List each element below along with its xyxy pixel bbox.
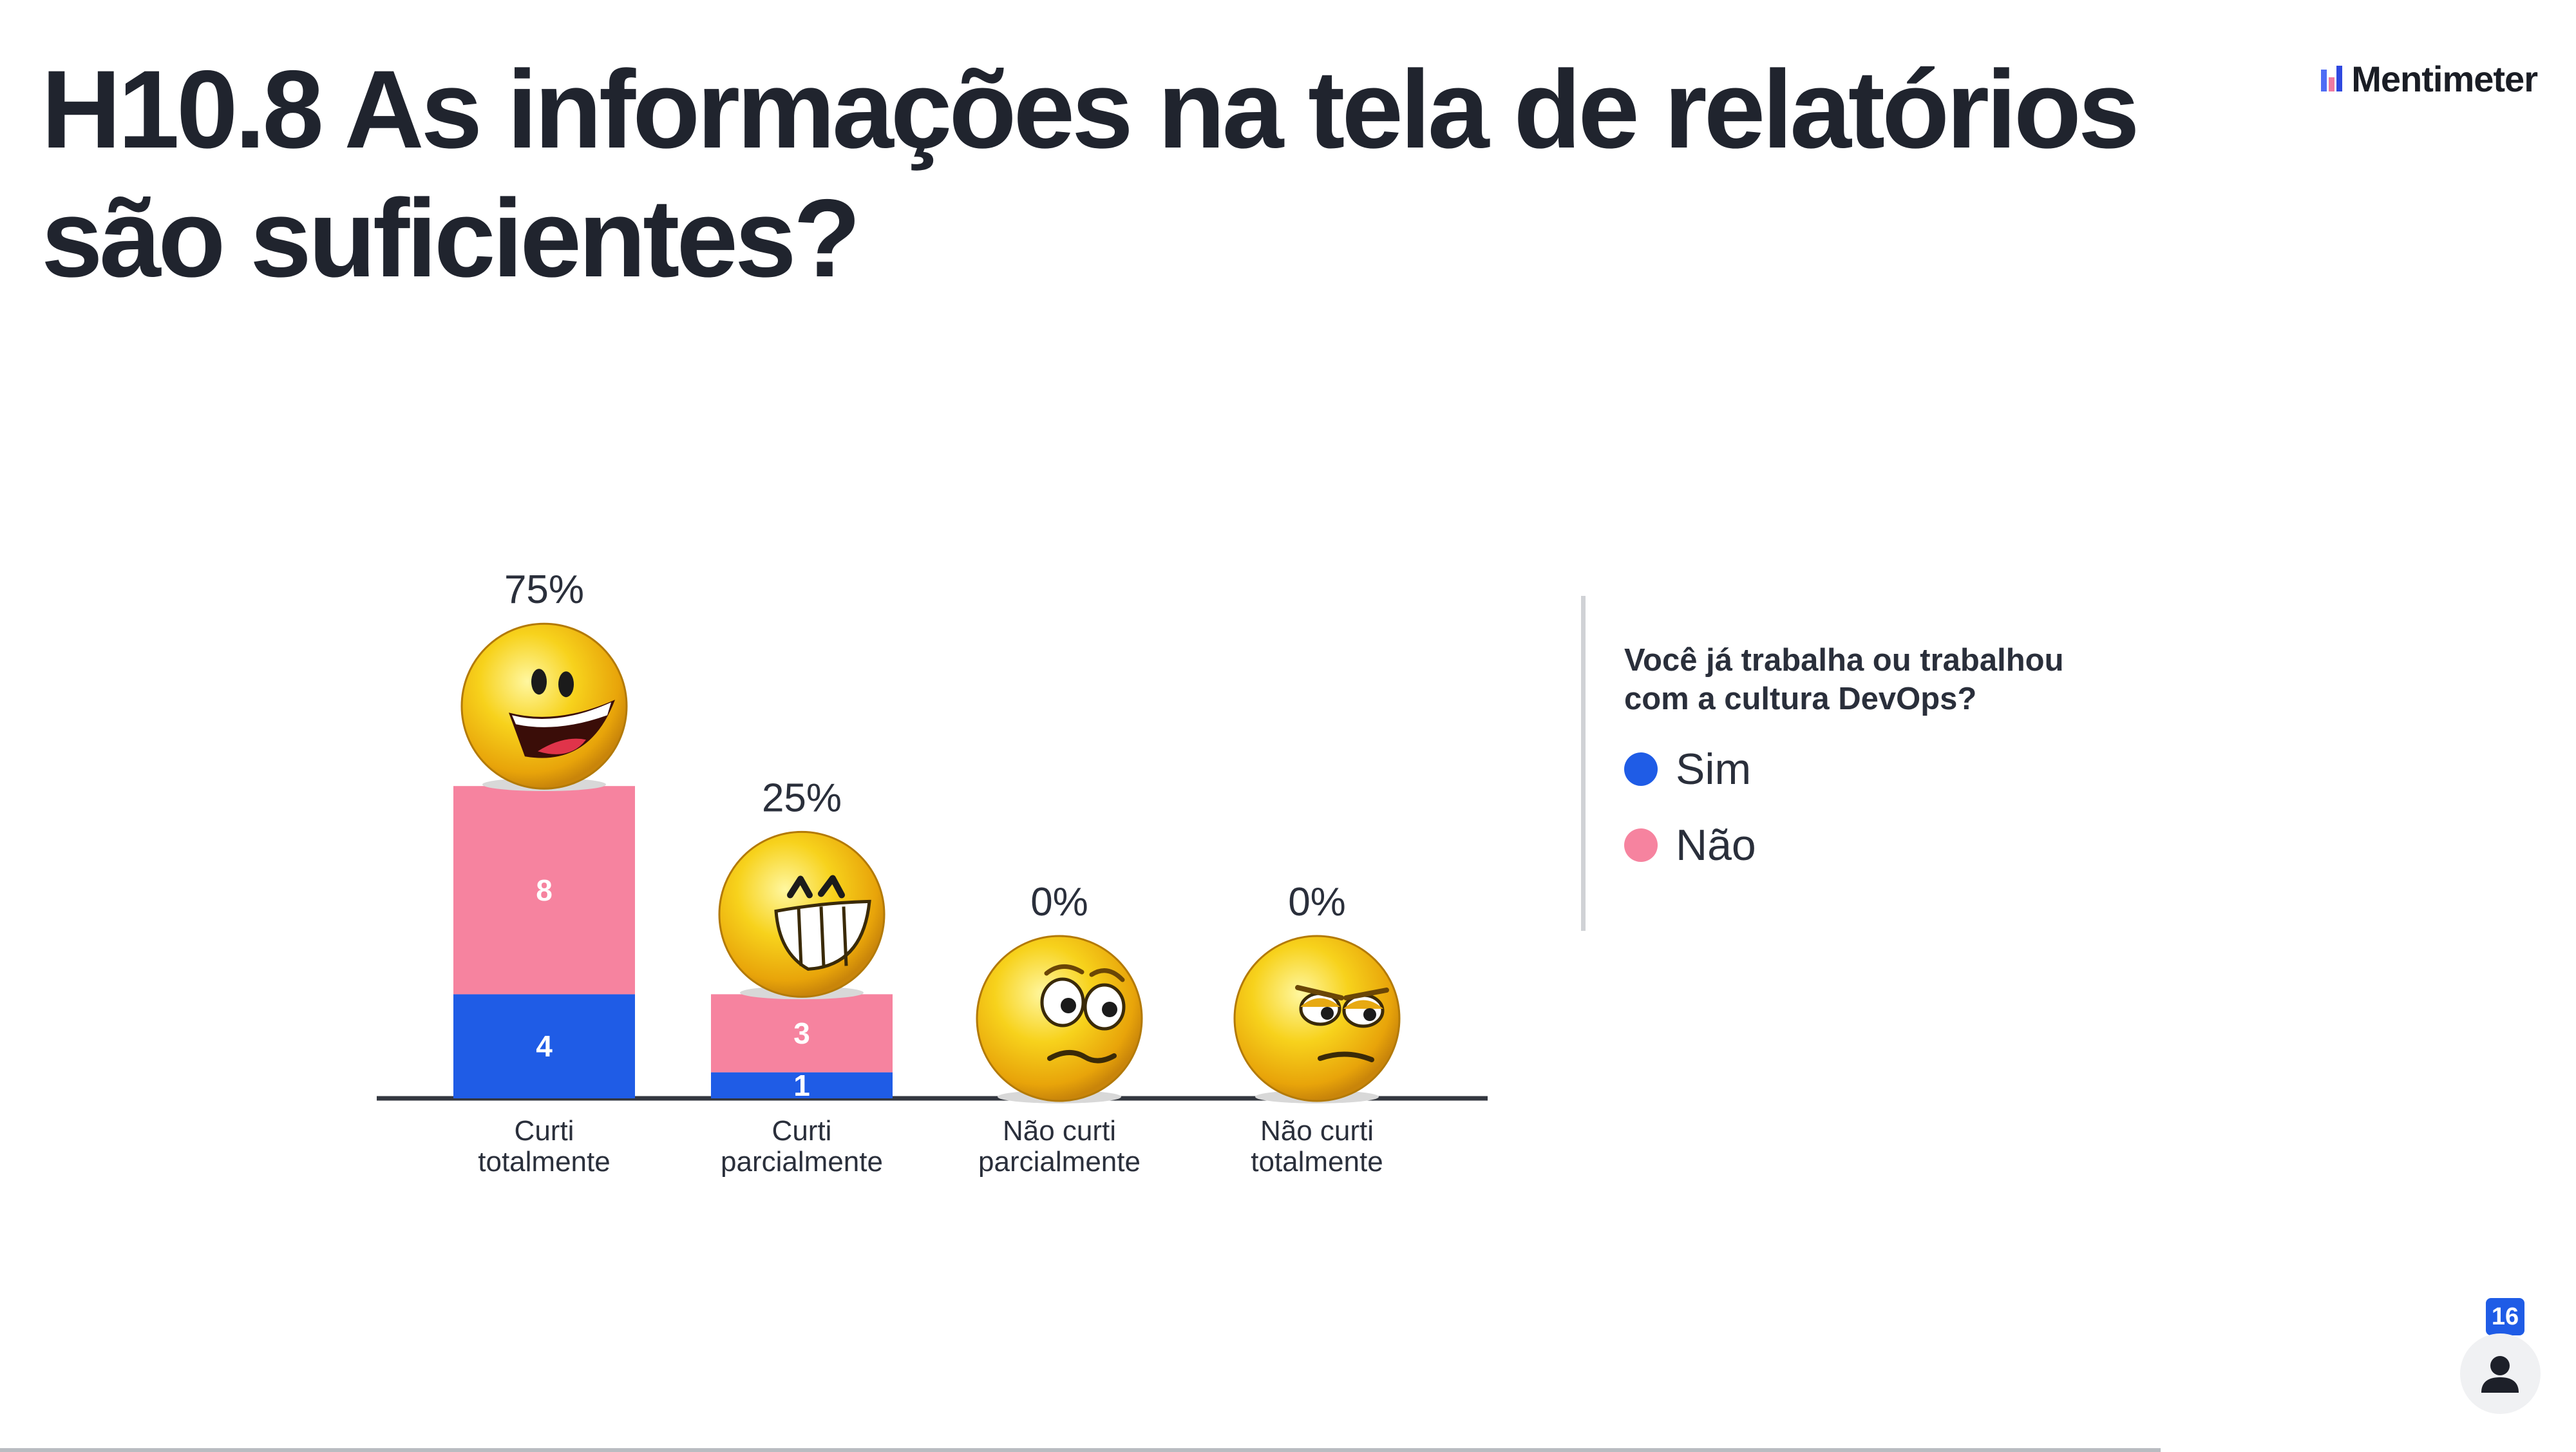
- legend-label-sim: Sim: [1676, 745, 1752, 794]
- percent-label: 0%: [1288, 880, 1346, 924]
- mentimeter-logo-icon: [2321, 66, 2343, 91]
- mentimeter-logo: Mentimeter: [2321, 58, 2538, 99]
- category-label: parcialmente: [721, 1146, 883, 1178]
- percent-label: 0%: [1030, 880, 1088, 924]
- bar-sim-1: [711, 1072, 893, 1098]
- legend-dot-nao: [1624, 828, 1658, 862]
- progress-line: [0, 1448, 2161, 1452]
- bar-value-label: 4: [536, 1029, 553, 1063]
- percent-label: 75%: [504, 568, 584, 612]
- bar-value-label: 8: [536, 874, 553, 907]
- slide-title: H10.8 As informações na tela de relatóri…: [41, 48, 2140, 300]
- legend-item-nao: Não: [1624, 820, 2114, 870]
- legend-label-nao: Não: [1676, 821, 1756, 870]
- category-label: totalmente: [478, 1146, 610, 1178]
- person-icon: [2481, 1356, 2519, 1393]
- legend-item-sim: Sim: [1624, 744, 2114, 794]
- percent-label: 25%: [762, 776, 842, 820]
- bar-value-label: 3: [793, 1017, 810, 1050]
- bar-nao-0: [453, 786, 635, 995]
- participants-button[interactable]: [2460, 1333, 2541, 1414]
- participant-counter[interactable]: 16: [2460, 1298, 2547, 1414]
- category-label: totalmente: [1251, 1146, 1383, 1178]
- category-label: Curti: [772, 1115, 832, 1147]
- bar-nao-1: [711, 994, 893, 1073]
- emoji-worried-icon: [976, 935, 1143, 1103]
- participant-count-badge: 16: [2486, 1298, 2524, 1335]
- emoji-grinning-icon: [718, 830, 886, 1000]
- bar-value-label: 1: [793, 1069, 810, 1102]
- category-label: Curti: [515, 1115, 574, 1147]
- brand-name: Mentimeter: [2351, 58, 2538, 99]
- category-label: parcialmente: [978, 1146, 1141, 1178]
- bar-sim-0: [453, 994, 635, 1098]
- category-label: Não curti: [1260, 1115, 1374, 1147]
- legend-title: Você já trabalha ou trabalhou com a cult…: [1624, 643, 2064, 716]
- legend-dot-sim: [1624, 752, 1658, 786]
- emoji-grumpy-icon: [1233, 935, 1401, 1103]
- category-label: Não curti: [1003, 1115, 1116, 1147]
- legend: Você já trabalha ou trabalhou com a cult…: [1581, 596, 2114, 931]
- emoji-laughing-icon: [460, 622, 628, 792]
